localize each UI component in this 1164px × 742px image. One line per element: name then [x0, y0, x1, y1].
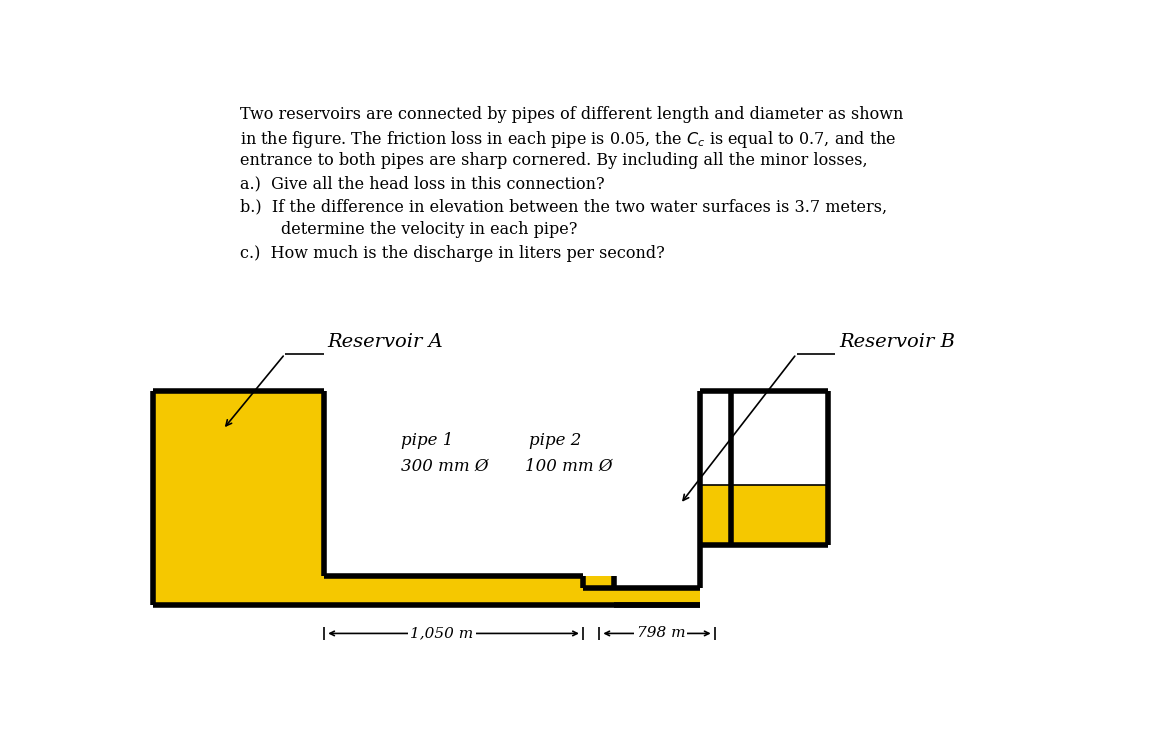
Text: Two reservoirs are connected by pipes of different length and diameter as shown: Two reservoirs are connected by pipes of…	[240, 106, 903, 123]
Text: b.)  If the difference in elevation between the two water surfaces is 3.7 meters: b.) If the difference in elevation betwe…	[240, 198, 887, 215]
Text: entrance to both pipes are sharp cornered. By including all the minor losses,: entrance to both pipes are sharp cornere…	[240, 152, 867, 169]
Text: 300 mm Ø: 300 mm Ø	[402, 458, 489, 475]
Text: in the figure. The friction loss in each pipe is 0.05, the $C_c$ is equal to 0.7: in the figure. The friction loss in each…	[240, 129, 896, 150]
Text: pipe 1: pipe 1	[402, 433, 454, 450]
Bar	[700, 485, 828, 545]
Text: 1,050 m: 1,050 m	[411, 626, 474, 640]
Text: Reservoir A: Reservoir A	[327, 333, 443, 351]
Text: 798 m: 798 m	[637, 626, 686, 640]
Bar	[615, 588, 700, 605]
Text: c.)  How much is the discharge in liters per second?: c.) How much is the discharge in liters …	[240, 245, 665, 262]
Bar	[324, 576, 583, 605]
Bar	[154, 391, 324, 605]
Bar	[583, 576, 615, 605]
Text: determine the velocity in each pipe?: determine the velocity in each pipe?	[240, 221, 577, 238]
Text: a.)  Give all the head loss in this connection?: a.) Give all the head loss in this conne…	[240, 175, 604, 192]
Text: 100 mm Ø: 100 mm Ø	[525, 458, 612, 475]
Text: pipe 2: pipe 2	[530, 433, 582, 450]
Text: Reservoir B: Reservoir B	[839, 333, 956, 351]
